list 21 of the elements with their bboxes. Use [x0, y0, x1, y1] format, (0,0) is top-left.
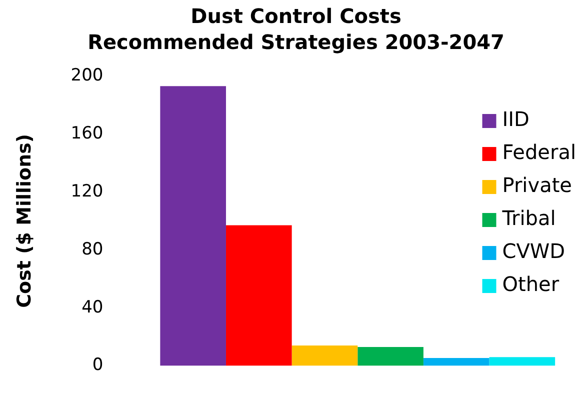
y-tick-label: 0	[92, 355, 104, 376]
y-tick-label: 120	[70, 181, 104, 202]
legend-label: Tribal	[501, 206, 556, 230]
y-tick-label: 160	[70, 123, 104, 144]
legend-label: IID	[502, 107, 530, 132]
y-tick-label: 40	[82, 297, 104, 318]
bar	[358, 346, 424, 366]
bar	[489, 357, 556, 366]
legend-label: Other	[502, 272, 560, 296]
y-axis-title: Cost ($ Millions)	[13, 134, 36, 308]
bar	[292, 346, 358, 366]
bar	[160, 86, 226, 366]
bar	[226, 225, 292, 366]
chart-subtitle: Recommended Strategies 2003-2047	[88, 30, 504, 54]
bar	[423, 358, 490, 366]
legend-label: Federal	[502, 140, 576, 164]
legend-label: Private	[502, 173, 572, 198]
y-tick-label: 80	[82, 239, 104, 260]
chart-title: Dust Control Costs	[190, 4, 402, 28]
legend-label: CVWD	[502, 239, 566, 264]
y-tick-label: 200	[70, 65, 104, 86]
